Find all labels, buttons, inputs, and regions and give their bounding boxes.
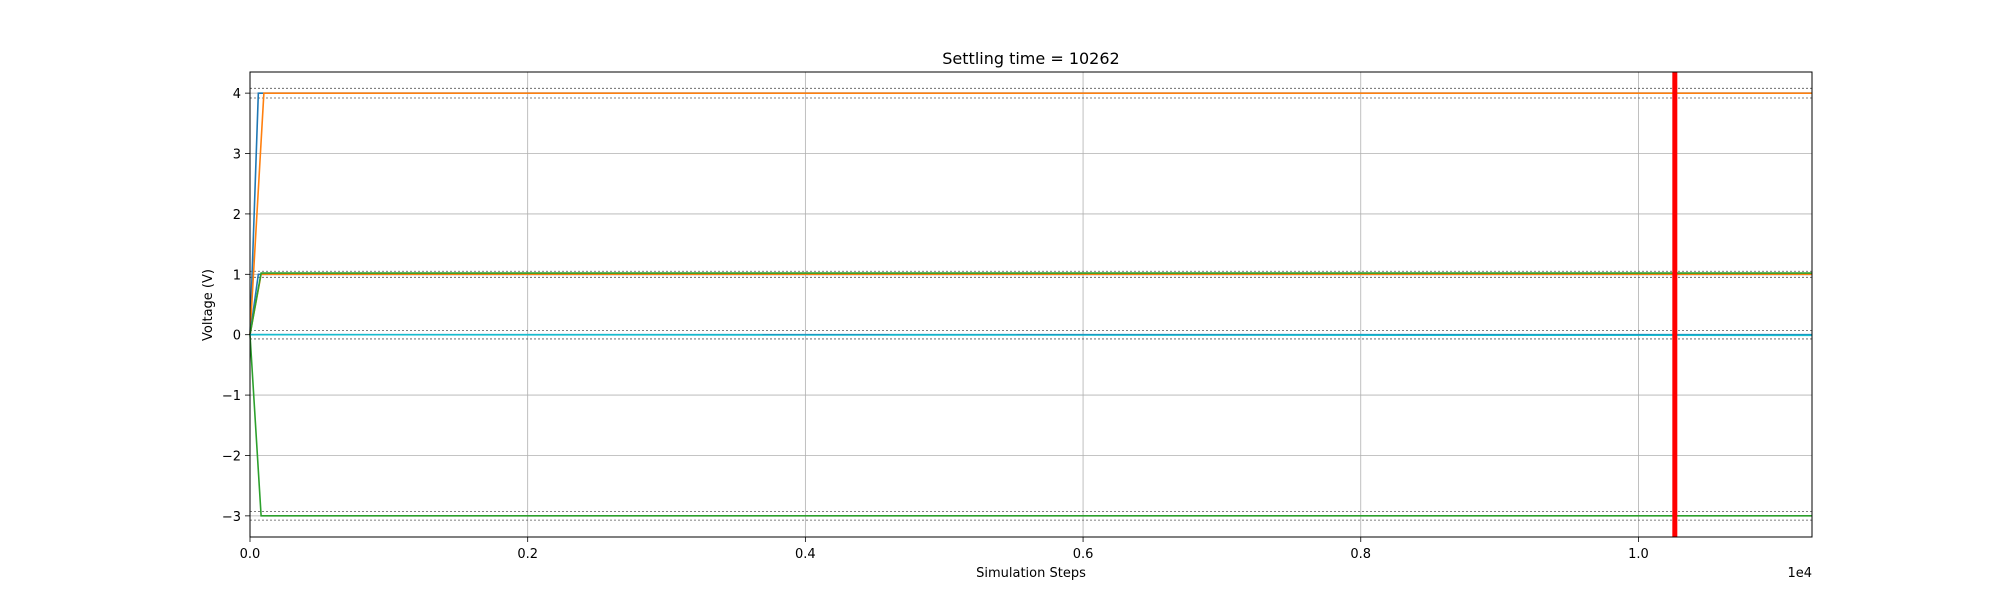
- x-axis-label: Simulation Steps: [976, 566, 1086, 581]
- series-lines: [249, 92, 1813, 517]
- series-line: [249, 333, 1813, 337]
- y-tick-label: −1: [222, 389, 241, 404]
- x-tick-label: 1.0: [1628, 547, 1649, 562]
- y-axis-label: Voltage (V): [201, 269, 216, 341]
- x-axis-ticks: 0.0 0.2 0.4 0.6 0.8 1.0: [240, 537, 1649, 562]
- tolerance-bands: [250, 87, 1812, 521]
- x-axis-offset-label: 1e4: [1787, 566, 1812, 581]
- y-tick-label: −2: [222, 449, 241, 464]
- y-tick-label: −3: [222, 510, 241, 525]
- chart-title: Settling time = 10262: [942, 49, 1119, 68]
- y-axis-ticks: −3 −2 −1 0 1 2 3 4: [222, 87, 250, 525]
- y-tick-label: 0: [233, 329, 241, 344]
- series-line: [249, 334, 1812, 517]
- x-tick-label: 0.8: [1350, 547, 1371, 562]
- plot-frame: [249, 71, 1813, 538]
- y-tick-label: 2: [233, 208, 241, 223]
- series-line: [249, 272, 1812, 335]
- x-tick-label: 0.6: [1073, 547, 1094, 562]
- x-tick-label: 0.2: [517, 547, 538, 562]
- y-tick-label: 4: [233, 87, 241, 102]
- x-tick-label: 0.4: [795, 547, 816, 562]
- y-tick-label: 1: [233, 268, 241, 283]
- y-tick-label: 3: [233, 148, 241, 163]
- series-line: [249, 92, 1812, 335]
- x-tick-label: 0.0: [240, 547, 261, 562]
